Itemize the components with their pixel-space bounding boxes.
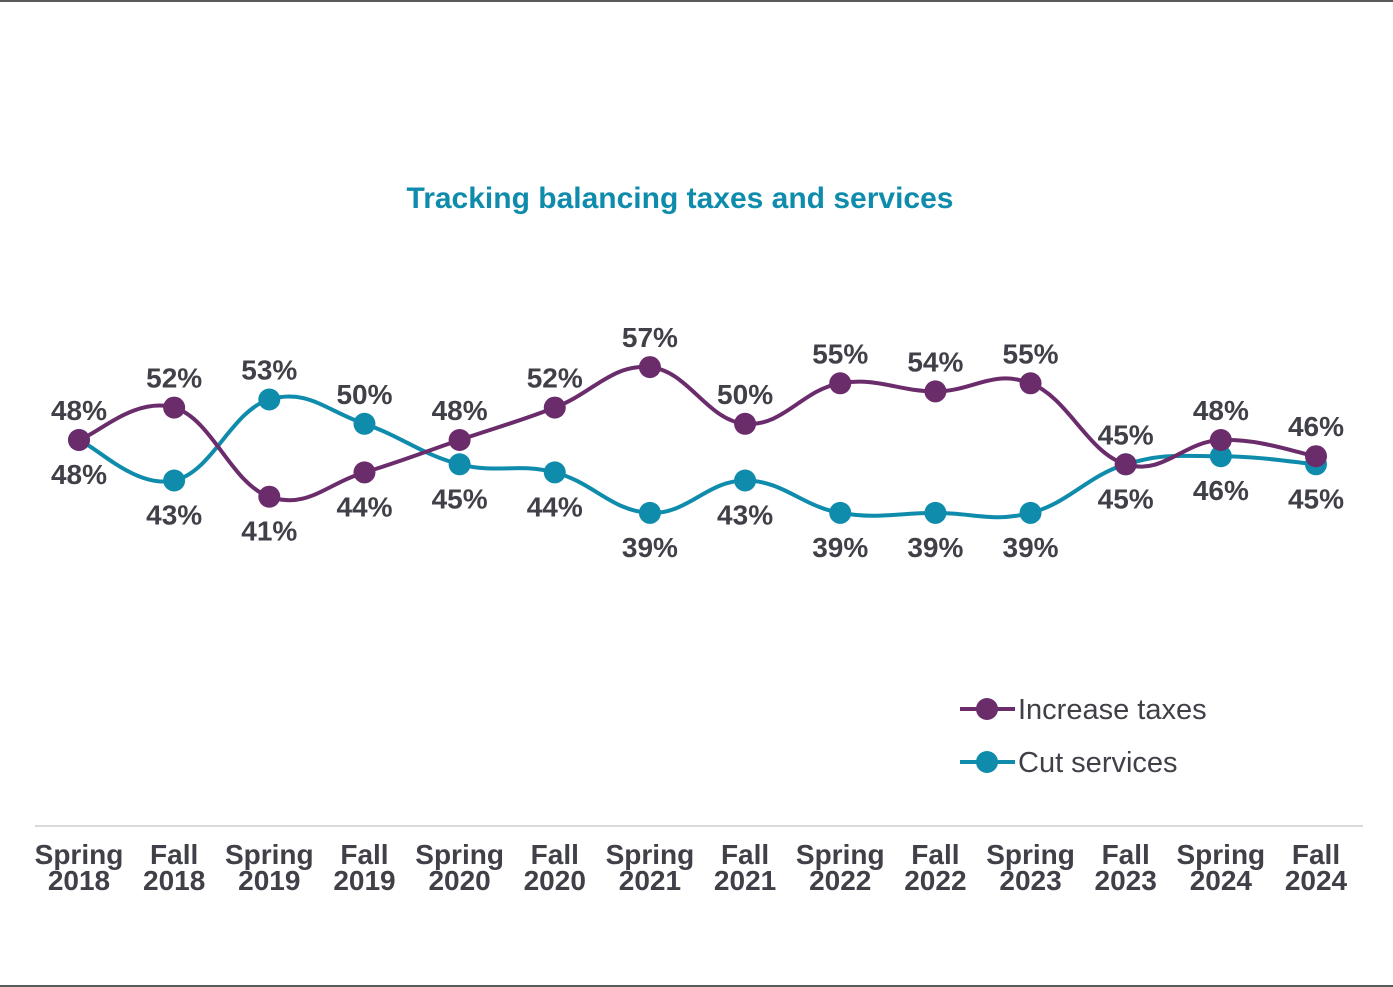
cut-services-point (924, 501, 947, 524)
cut-services-data-label: 39% (812, 532, 868, 563)
cut-services-data-label: 43% (146, 500, 202, 531)
increase-taxes-data-label: 48% (432, 395, 488, 426)
cut-services-point (353, 412, 376, 435)
cut-services-point (1019, 501, 1042, 524)
increase-taxes-point (353, 461, 376, 484)
x-tick-label: Spring 2019 (225, 839, 314, 896)
cut-services-point (734, 469, 757, 492)
increase-taxes-point (924, 380, 947, 403)
cut-services-data-label: 46% (1193, 475, 1249, 506)
increase-taxes-point (1114, 453, 1137, 476)
cut-services-data-label: 39% (1003, 532, 1059, 563)
increase-taxes-point (829, 372, 852, 395)
increase-taxes-data-label: 55% (812, 338, 868, 369)
x-tick-label: Spring 2022 (796, 839, 885, 896)
increase-taxes-data-label: 52% (146, 363, 202, 394)
increase-taxes-point (448, 429, 471, 451)
cut-services-data-label: 45% (1098, 483, 1154, 514)
increase-taxes-data-label: 52% (527, 363, 583, 394)
cut-services-data-label: 45% (1288, 483, 1344, 514)
cut-services-point (163, 469, 186, 492)
legend-item-cut-services: Cut services (960, 747, 1178, 779)
cut-services-data-label: 50% (336, 379, 392, 410)
increase-taxes-point (68, 429, 90, 451)
legend-swatch-marker (976, 751, 998, 773)
cut-services-point (829, 501, 852, 524)
x-tick-label: Fall 2021 (714, 839, 776, 896)
cut-services-data-label: 39% (907, 532, 963, 563)
increase-taxes-data-label: 44% (336, 491, 392, 522)
x-tick-label: Fall 2018 (143, 839, 205, 896)
increase-taxes-point (1209, 429, 1232, 451)
chart-title: Tracking balancing taxes and services (407, 182, 954, 215)
data-label-layer: 48% 52% 41% 44% 48% 52% 57% 50% 55% 54% 55% 45% 48% 4… (51, 322, 1344, 563)
x-tick-layer: Spring 2018 Fall 2018 Spring 2019 Fall 2019 Spri… (35, 839, 1348, 896)
increase-taxes-point (543, 396, 566, 419)
x-tick-label: Fall 2020 (524, 839, 586, 896)
legend: Increase taxes Cut services (960, 694, 1207, 779)
cut-services-data-label: 48% (51, 459, 107, 490)
cut-services-point (258, 388, 281, 411)
cut-services-point (543, 461, 566, 484)
cut-services-point (638, 501, 661, 524)
x-tick-label: Spring 2020 (415, 839, 504, 896)
increase-taxes-data-label: 41% (241, 516, 297, 547)
increase-taxes-point (638, 356, 661, 379)
increase-taxes-point (258, 485, 281, 508)
increase-taxes-data-label: 46% (1288, 411, 1344, 442)
x-tick-label: Fall 2019 (333, 839, 395, 896)
increase-taxes-point (734, 412, 757, 435)
increase-taxes-data-label: 50% (717, 379, 773, 410)
legend-item-increase-taxes: Increase taxes (960, 694, 1207, 726)
increase-taxes-data-label: 48% (51, 395, 107, 426)
legend-swatch-marker (976, 698, 998, 720)
cut-services-data-label: 43% (717, 500, 773, 531)
cut-services-data-label: 53% (241, 355, 297, 386)
increase-taxes-data-label: 57% (622, 322, 678, 353)
increase-taxes-data-label: 54% (907, 346, 963, 377)
cut-services-data-label: 39% (622, 532, 678, 563)
x-tick-label: Spring 2024 (1177, 839, 1266, 896)
cut-services-data-label: 45% (432, 483, 488, 514)
increase-taxes-point (1305, 445, 1327, 468)
legend-label: Increase taxes (1018, 694, 1207, 726)
cut-services-data-label: 44% (527, 491, 583, 522)
series-layer (68, 356, 1327, 524)
x-tick-label: Spring 2021 (606, 839, 695, 896)
cut-services-point (1209, 445, 1232, 468)
increase-taxes-data-label: 55% (1003, 338, 1059, 369)
increase-taxes-point (1019, 372, 1042, 395)
x-tick-label: Fall 2022 (904, 839, 966, 896)
x-tick-label: Fall 2024 (1285, 839, 1348, 896)
increase-taxes-data-label: 45% (1098, 419, 1154, 450)
cut-services-point (448, 453, 471, 476)
x-tick-label: Spring 2018 (35, 839, 124, 896)
x-tick-label: Fall 2023 (1095, 839, 1157, 896)
increase-taxes-data-label: 48% (1193, 395, 1249, 426)
increase-taxes-point (163, 396, 186, 419)
x-tick-label: Spring 2023 (986, 839, 1075, 896)
legend-label: Cut services (1018, 747, 1178, 779)
